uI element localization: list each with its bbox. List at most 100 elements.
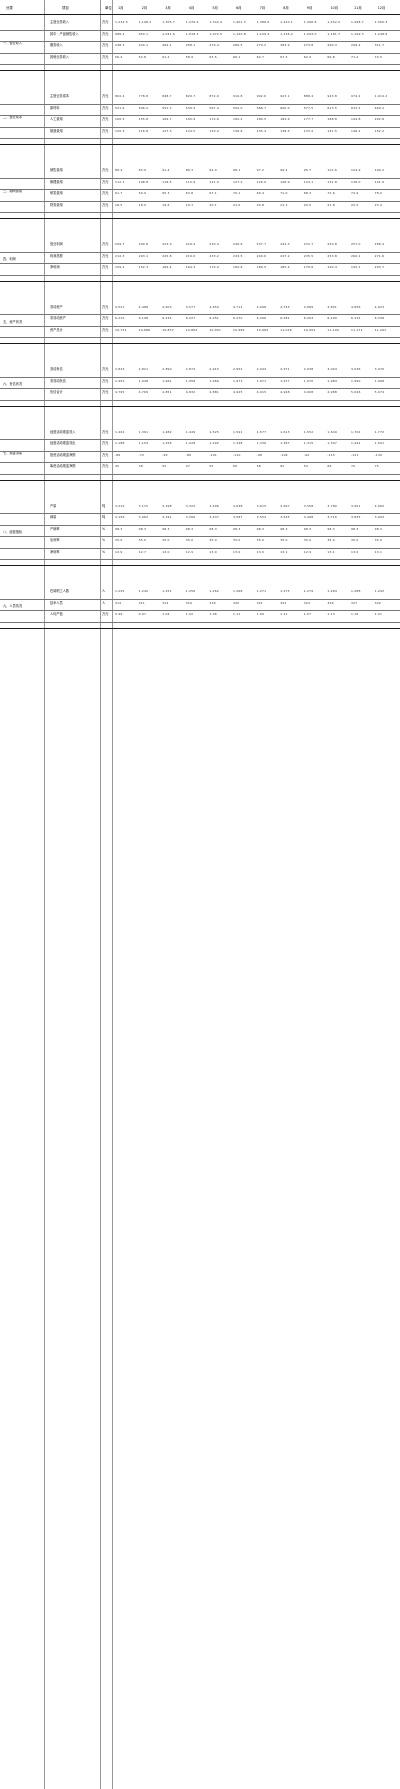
value-cell: 1,525 bbox=[209, 429, 219, 434]
row-item: 人均产值 bbox=[50, 612, 63, 616]
value-cell: 264.1 bbox=[162, 43, 172, 47]
value-cell: 1,251 bbox=[162, 589, 172, 593]
value-cell: 233.2 bbox=[209, 253, 219, 258]
section-title: 二、营业成本 bbox=[3, 115, 23, 119]
row-divider bbox=[0, 473, 400, 474]
value-cell: 4,521 bbox=[115, 304, 125, 309]
value-cell: 35.0 bbox=[351, 538, 359, 542]
value-cell: 4,795 bbox=[115, 390, 125, 394]
value-cell: 1,018.3 bbox=[185, 31, 199, 36]
value-cell: 1,279 bbox=[303, 589, 314, 593]
row-item: 投资活动现金净额 bbox=[50, 452, 76, 457]
row-unit: 万元 bbox=[102, 367, 109, 371]
value-cell: 848.7 bbox=[162, 94, 172, 98]
value-cell: 3,398 bbox=[162, 503, 172, 508]
value-cell: 4,745 bbox=[280, 304, 290, 309]
value-cell: 1,577 bbox=[256, 429, 267, 434]
row-item: 净利率 bbox=[50, 549, 60, 554]
value-cell: 586.7 bbox=[256, 105, 267, 110]
row-item: 产量 bbox=[50, 503, 57, 508]
value-cell: 4,923 bbox=[374, 304, 385, 309]
value-cell: 35.0 bbox=[374, 538, 383, 542]
value-cell: 312 bbox=[115, 600, 122, 605]
section-divider bbox=[0, 280, 400, 282]
row-unit: 万元 bbox=[102, 94, 109, 98]
period-header-cell: 5月 bbox=[212, 6, 218, 10]
value-cell: 311.7 bbox=[374, 43, 385, 47]
value-cell: 99.4 bbox=[280, 168, 288, 172]
value-cell: 1,961 bbox=[162, 378, 172, 383]
value-cell: 35.0 bbox=[256, 538, 265, 542]
value-cell: 260.1 bbox=[351, 253, 361, 258]
value-cell: 320 bbox=[233, 600, 240, 605]
value-cell: 23.4 bbox=[374, 202, 383, 207]
value-cell: 3,115 bbox=[138, 503, 149, 508]
value-cell: 0.97 bbox=[138, 612, 147, 616]
value-cell: 1,361 bbox=[138, 429, 149, 434]
value-cell: 3,322 bbox=[185, 503, 196, 508]
value-cell: 3,558 bbox=[303, 503, 314, 508]
row-divider bbox=[0, 41, 400, 42]
row-unit: 吨 bbox=[102, 515, 106, 519]
value-cell: 1,348 bbox=[233, 441, 243, 445]
value-cell: 98.3 bbox=[351, 526, 359, 531]
value-cell: 314 bbox=[162, 600, 169, 605]
value-cell: 4,925 bbox=[233, 390, 243, 394]
value-cell: 169.7 bbox=[162, 117, 172, 121]
value-cell: 327 bbox=[351, 600, 358, 605]
row-divider bbox=[0, 610, 400, 611]
period-header-cell: 1月 bbox=[118, 6, 124, 10]
value-cell: 1,305.7 bbox=[162, 20, 176, 24]
value-cell: 829.7 bbox=[185, 94, 196, 98]
value-cell: 506.2 bbox=[138, 105, 149, 110]
value-cell: 35.0 bbox=[327, 538, 335, 542]
value-cell: 61.7 bbox=[115, 191, 123, 195]
value-cell: 121.9 bbox=[209, 179, 219, 184]
value-cell: 176.6 bbox=[303, 265, 314, 269]
value-cell: 1,288 bbox=[351, 589, 361, 593]
value-cell: 6,263 bbox=[303, 316, 314, 320]
value-cell: 12.9 bbox=[303, 549, 312, 554]
value-cell: 66.1 bbox=[233, 54, 241, 59]
value-cell: 778.8 bbox=[138, 94, 149, 98]
value-cell: 64.7 bbox=[256, 54, 265, 59]
value-cell: 3,496 bbox=[209, 503, 219, 508]
value-cell: 986.2 bbox=[115, 31, 125, 36]
row-divider bbox=[0, 598, 400, 599]
row-item: 技术人员 bbox=[50, 600, 63, 605]
value-cell: 329 bbox=[374, 600, 381, 605]
value-cell: 70 bbox=[351, 464, 356, 468]
row-divider bbox=[0, 126, 400, 127]
value-cell: 1,501 bbox=[374, 441, 385, 445]
section-divider bbox=[0, 218, 400, 219]
row-unit: 万元 bbox=[102, 202, 109, 207]
value-cell: 1,234.5 bbox=[115, 20, 128, 24]
value-cell: 98.3 bbox=[138, 526, 147, 531]
value-cell: 74.5 bbox=[374, 54, 383, 59]
value-cell: 1,198.2 bbox=[138, 20, 152, 24]
row-item: 经营活动现金流出 bbox=[50, 441, 76, 445]
value-cell: 200.8 bbox=[138, 242, 149, 246]
row-divider bbox=[0, 212, 400, 213]
value-cell: 135.4 bbox=[256, 128, 267, 133]
value-cell: 55 bbox=[209, 464, 214, 468]
value-cell: 1,188 bbox=[115, 441, 125, 445]
value-cell: 69.8 bbox=[327, 54, 335, 59]
value-cell: 69.4 bbox=[256, 191, 265, 195]
row-item: 财务费用 bbox=[50, 202, 63, 207]
row-unit: 万元 bbox=[102, 128, 109, 133]
value-cell: 184.6 bbox=[280, 117, 290, 121]
value-cell: 1,240 bbox=[138, 589, 149, 593]
value-cell: 58.9 bbox=[185, 54, 194, 59]
value-cell: 98.3 bbox=[233, 526, 241, 531]
value-cell: -110 bbox=[233, 452, 241, 457]
value-cell: -121 bbox=[351, 452, 359, 457]
value-cell: 10,982 bbox=[233, 327, 245, 332]
value-cell: 59.9 bbox=[138, 191, 147, 195]
column-divider bbox=[100, 0, 101, 1789]
value-cell: 13.0 bbox=[256, 549, 265, 554]
section-title: 七、现金流量 bbox=[3, 450, 23, 455]
value-cell: 20.5 bbox=[303, 202, 312, 207]
row-unit: 万元 bbox=[102, 20, 109, 24]
value-cell: 567.4 bbox=[209, 105, 219, 110]
